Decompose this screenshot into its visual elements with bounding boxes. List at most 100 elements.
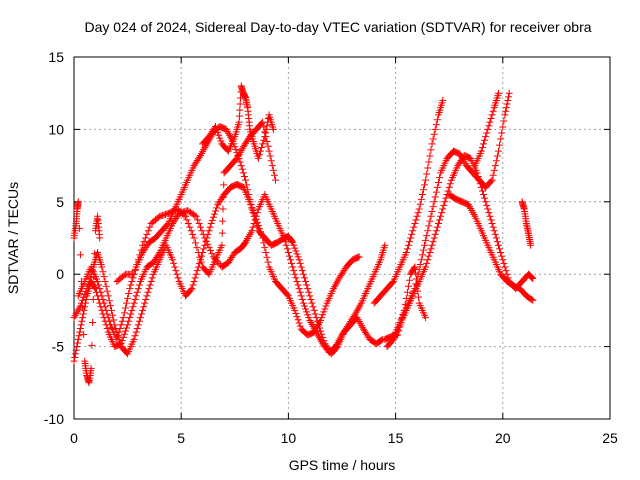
data-point	[189, 281, 197, 289]
data-point	[492, 157, 500, 165]
data-point	[88, 341, 96, 349]
data-point	[283, 245, 291, 253]
data-point	[310, 306, 318, 314]
data-point	[262, 248, 270, 256]
data-point	[73, 343, 81, 351]
data-point	[317, 317, 325, 325]
data-point	[490, 166, 498, 174]
y-tick-label: 5	[56, 194, 64, 210]
data-point	[496, 141, 504, 149]
data-point	[87, 364, 95, 372]
data-point	[120, 271, 128, 279]
data-point	[414, 209, 422, 217]
data-point	[486, 118, 494, 126]
series-track-l	[518, 198, 535, 249]
data-point	[72, 346, 80, 354]
data-point	[502, 107, 510, 115]
data-point	[266, 152, 274, 160]
data-point	[425, 222, 433, 230]
data-point	[232, 146, 240, 154]
data-point	[305, 314, 313, 322]
data-point	[219, 217, 227, 225]
data-point	[400, 306, 408, 314]
data-point	[398, 315, 406, 323]
data-point	[216, 134, 224, 142]
data-point	[401, 300, 409, 308]
data-point	[295, 319, 303, 327]
data-point	[282, 241, 290, 249]
data-point	[148, 274, 156, 282]
data-point	[134, 256, 142, 264]
data-point	[119, 333, 127, 341]
data-point	[429, 238, 437, 246]
data-point	[432, 188, 440, 196]
data-point	[249, 209, 257, 217]
data-point	[263, 137, 271, 145]
data-point	[396, 323, 404, 331]
data-point	[269, 125, 277, 133]
data-point	[209, 213, 217, 221]
data-point	[99, 296, 107, 304]
data-point	[426, 248, 434, 256]
data-point	[429, 203, 437, 211]
data-point	[397, 319, 405, 327]
series-track-g	[392, 89, 513, 336]
data-point	[255, 151, 263, 159]
data-point	[482, 198, 490, 206]
data-point	[96, 285, 104, 293]
data-point	[76, 251, 84, 259]
data-point	[242, 176, 250, 184]
data-point	[498, 252, 506, 260]
data-point	[103, 310, 111, 318]
data-point	[296, 259, 304, 267]
data-point	[219, 205, 227, 213]
data-point	[204, 230, 212, 238]
data-point	[272, 176, 280, 184]
data-point	[485, 209, 493, 217]
data-point	[434, 220, 442, 228]
data-point	[218, 229, 226, 237]
x-tick-label: 25	[602, 430, 618, 446]
y-tick-label: 0	[56, 266, 64, 282]
data-point	[268, 162, 276, 170]
x-tick-label: 20	[495, 430, 511, 446]
data-point	[412, 275, 420, 283]
data-point	[94, 277, 102, 285]
data-point	[421, 181, 429, 189]
data-point	[442, 194, 450, 202]
data-point	[246, 195, 254, 203]
data-point	[202, 238, 210, 246]
data-point	[248, 205, 256, 213]
series-track-h	[370, 96, 447, 307]
data-point	[80, 293, 88, 301]
data-point	[205, 243, 213, 251]
data-point	[304, 285, 312, 293]
data-point	[186, 223, 194, 231]
data-point	[303, 281, 311, 289]
data-point	[262, 129, 270, 137]
data-point	[421, 241, 429, 249]
data-point	[402, 248, 410, 256]
data-point	[253, 223, 261, 231]
data-point	[305, 288, 313, 296]
data-point	[210, 210, 218, 218]
data-point	[441, 198, 449, 206]
data-point	[491, 230, 499, 238]
data-point	[263, 122, 271, 130]
data-point	[416, 261, 424, 269]
series-track-m	[381, 263, 430, 343]
data-point	[444, 187, 452, 195]
data-point	[294, 281, 302, 289]
data-point	[529, 296, 537, 304]
series-track-e	[199, 82, 277, 162]
data-point	[412, 269, 420, 277]
data-point	[490, 227, 498, 235]
data-point	[486, 212, 494, 220]
data-point	[258, 119, 266, 127]
data-point	[79, 314, 87, 322]
data-point	[133, 325, 141, 332]
data-series	[70, 82, 537, 387]
data-point	[415, 205, 423, 213]
data-point	[293, 250, 301, 258]
data-point	[104, 314, 112, 322]
